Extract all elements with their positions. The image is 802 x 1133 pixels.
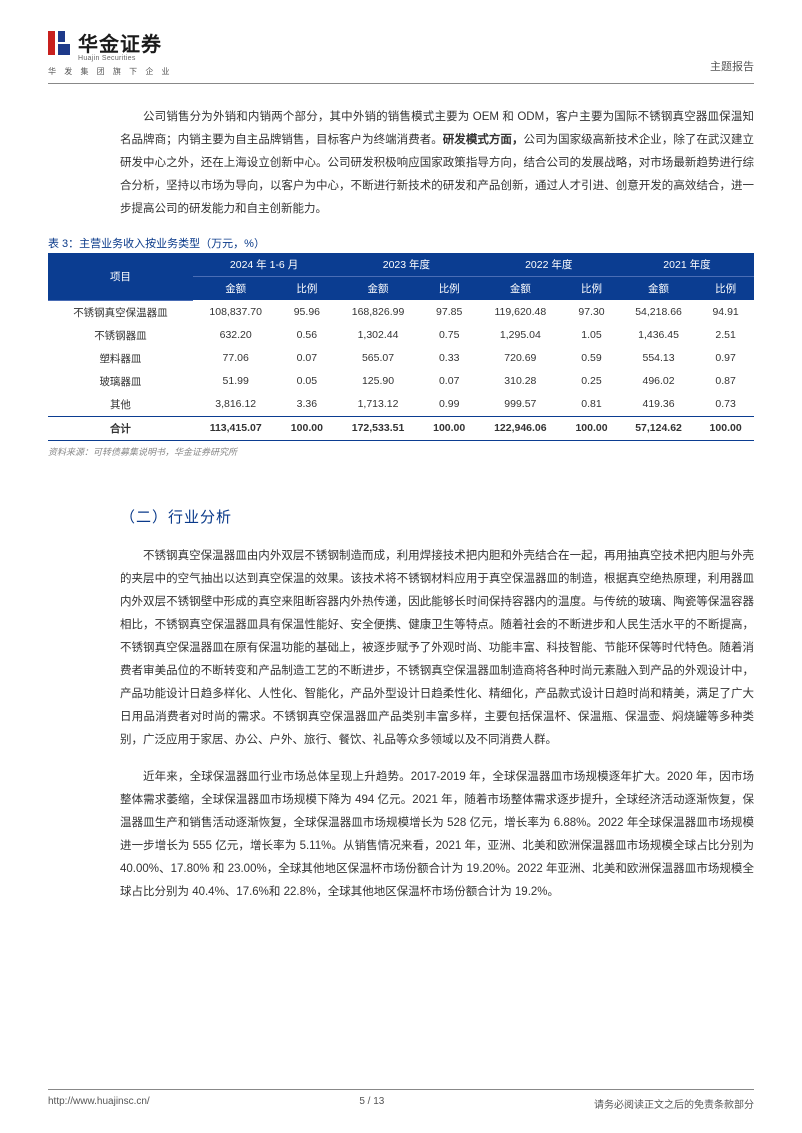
table-row: 不锈钢器皿632.200.561,302.440.751,295.041.051… — [48, 324, 754, 347]
company-name: 华金证券 — [78, 28, 162, 57]
table-row: 其他3,816.123.361,713.120.99999.570.81419.… — [48, 393, 754, 417]
cell: 720.69 — [478, 347, 564, 370]
col-item: 项目 — [48, 253, 193, 300]
cell: 100.00 — [563, 416, 620, 440]
cell: 496.02 — [620, 370, 697, 393]
intro-text-2: 公司为国家级高新技术企业，除了在武汉建立研发中心之外，还在上海设立创新中心。公司… — [120, 134, 754, 215]
page-content: 公司销售分为外销和内销两个部分，其中外销的销售模式主要为 OEM 和 ODM，客… — [0, 84, 802, 904]
cell: 0.81 — [563, 393, 620, 417]
cell: 0.75 — [421, 324, 478, 347]
cell: 565.07 — [335, 347, 421, 370]
cell: 97.30 — [563, 300, 620, 324]
cell: 125.90 — [335, 370, 421, 393]
cell: 310.28 — [478, 370, 564, 393]
cell: 100.00 — [421, 416, 478, 440]
page-footer: http://www.huajinsc.cn/ 5 / 13 请务必阅读正文之后… — [48, 1089, 754, 1111]
industry-para-1: 不锈钢真空保温器皿由内外双层不锈钢制造而成，利用焊接技术把内胆和外壳结合在一起，… — [120, 545, 754, 752]
cell: 0.07 — [421, 370, 478, 393]
logo-block: 华金证券 Huajin Securities 华 发 集 团 旗 下 企 业 — [48, 28, 173, 77]
revenue-table: 项目 2024 年 1-6 月 2023 年度 2022 年度 2021 年度 … — [48, 253, 754, 441]
footer-url: http://www.huajinsc.cn/ — [48, 1096, 150, 1111]
table-source: 资料来源：可转债募集说明书，华金证券研究所 — [48, 445, 754, 458]
col-period-4: 2021 年度 — [620, 253, 754, 277]
cell: 100.00 — [279, 416, 336, 440]
page-header: 华金证券 Huajin Securities 华 发 集 团 旗 下 企 业 主… — [0, 0, 802, 77]
cell: 0.59 — [563, 347, 620, 370]
cell: 51.99 — [193, 370, 279, 393]
cell: 0.07 — [279, 347, 336, 370]
cell: 0.56 — [279, 324, 336, 347]
cell: 97.85 — [421, 300, 478, 324]
row-label: 塑料器皿 — [48, 347, 193, 370]
cell: 122,946.06 — [478, 416, 564, 440]
cell: 0.05 — [279, 370, 336, 393]
cell: 0.73 — [697, 393, 754, 417]
cell: 57,124.62 — [620, 416, 697, 440]
table-row: 塑料器皿77.060.07565.070.33720.690.59554.130… — [48, 347, 754, 370]
cell: 94.91 — [697, 300, 754, 324]
sub-amt: 金额 — [335, 277, 421, 301]
row-label: 玻璃器皿 — [48, 370, 193, 393]
sub-amt: 金额 — [193, 277, 279, 301]
cell: 1,295.04 — [478, 324, 564, 347]
cell: 1,436.45 — [620, 324, 697, 347]
cell: 554.13 — [620, 347, 697, 370]
cell: 1,302.44 — [335, 324, 421, 347]
cell: 0.87 — [697, 370, 754, 393]
sub-amt: 金额 — [620, 277, 697, 301]
cell: 3,816.12 — [193, 393, 279, 417]
cell: 108,837.70 — [193, 300, 279, 324]
company-name-en: Huajin Securities — [78, 55, 173, 62]
intro-bold: 研发模式方面， — [443, 134, 524, 146]
col-period-3: 2022 年度 — [478, 253, 620, 277]
table-row: 不锈钢真空保温器皿108,837.7095.96168,826.9997.851… — [48, 300, 754, 324]
cell: 0.99 — [421, 393, 478, 417]
cell: 119,620.48 — [478, 300, 564, 324]
table-header-top: 项目 2024 年 1-6 月 2023 年度 2022 年度 2021 年度 — [48, 253, 754, 277]
cell: 168,826.99 — [335, 300, 421, 324]
cell: 999.57 — [478, 393, 564, 417]
cell: 54,218.66 — [620, 300, 697, 324]
sub-pct: 比例 — [563, 277, 620, 301]
row-label: 其他 — [48, 393, 193, 417]
sub-amt: 金额 — [478, 277, 564, 301]
sub-pct: 比例 — [279, 277, 336, 301]
intro-paragraph: 公司销售分为外销和内销两个部分，其中外销的销售模式主要为 OEM 和 ODM，客… — [120, 106, 754, 221]
cell: 632.20 — [193, 324, 279, 347]
table-row-total: 合计113,415.07100.00172,533.51100.00122,94… — [48, 416, 754, 440]
industry-para-2: 近年来，全球保温器皿行业市场总体呈现上升趋势。2017-2019 年，全球保温器… — [120, 766, 754, 904]
section-title: （二）行业分析 — [120, 506, 754, 527]
cell: 0.33 — [421, 347, 478, 370]
cell: 1,713.12 — [335, 393, 421, 417]
cell: 1.05 — [563, 324, 620, 347]
cell: 77.06 — [193, 347, 279, 370]
row-label: 不锈钢真空保温器皿 — [48, 300, 193, 324]
cell: 100.00 — [697, 416, 754, 440]
report-type: 主题报告 — [710, 58, 754, 74]
cell: 0.97 — [697, 347, 754, 370]
cell: 95.96 — [279, 300, 336, 324]
sub-pct: 比例 — [421, 277, 478, 301]
cell: 419.36 — [620, 393, 697, 417]
sub-pct: 比例 — [697, 277, 754, 301]
footer-disclaimer: 请务必阅读正文之后的免责条款部分 — [594, 1096, 754, 1111]
row-label: 合计 — [48, 416, 193, 440]
company-tagline: 华 发 集 团 旗 下 企 业 — [48, 66, 173, 77]
col-period-2: 2023 年度 — [335, 253, 477, 277]
footer-page: 5 / 13 — [359, 1096, 384, 1111]
table-caption: 表 3：主营业务收入按业务类型（万元，%） — [48, 235, 754, 251]
cell: 0.25 — [563, 370, 620, 393]
col-period-1: 2024 年 1-6 月 — [193, 253, 335, 277]
row-label: 不锈钢器皿 — [48, 324, 193, 347]
cell: 3.36 — [279, 393, 336, 417]
cell: 172,533.51 — [335, 416, 421, 440]
cell: 2.51 — [697, 324, 754, 347]
cell: 113,415.07 — [193, 416, 279, 440]
table-row: 玻璃器皿51.990.05125.900.07310.280.25496.020… — [48, 370, 754, 393]
logo-icon — [48, 29, 72, 57]
